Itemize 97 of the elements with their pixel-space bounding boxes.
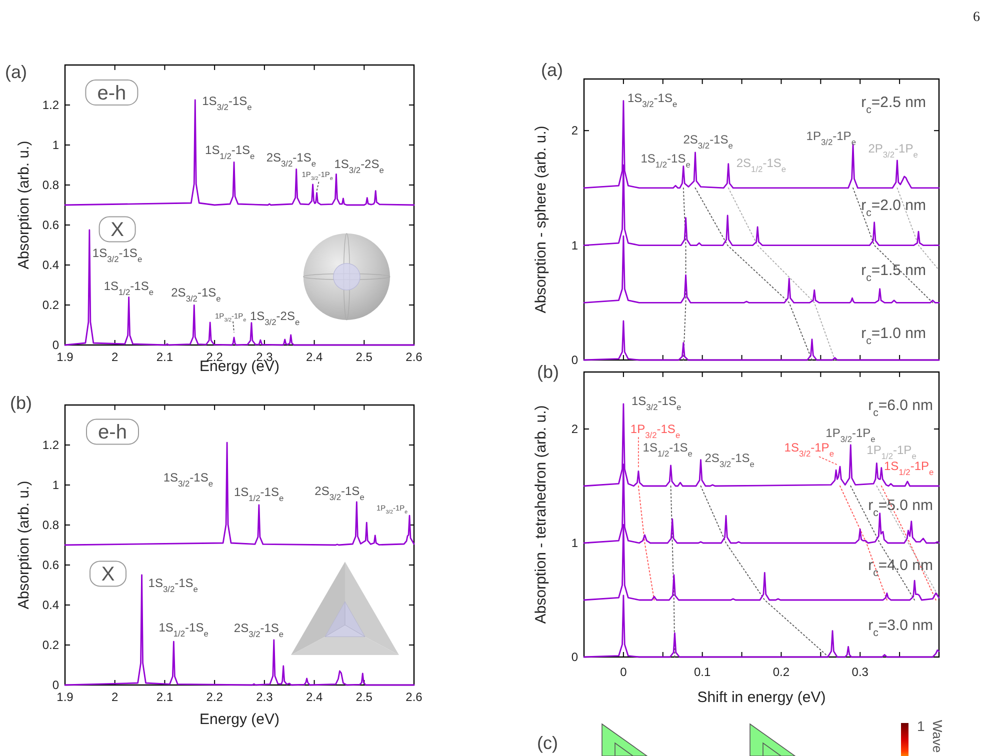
annotation: 2S$_{3/2}$-1S$_{e}$ [266,150,316,169]
y-tick-label: 0 [571,650,578,664]
annotation: 1S$_{1/2}$-1S$_{e}$ [234,485,284,503]
annotation: 1S$_{3/2}$-1S$_{e}$ [92,246,142,264]
x-tick-label: 2.4 [306,350,323,364]
annotation: 1S$_{3/2}$-2S$_{e}$ [334,157,384,176]
chart-title: (a) [5,62,27,82]
annotation: 1P$_{3/2}$-1S$_{e}$ [630,422,680,440]
y-tick-label: 2 [571,124,578,138]
annotation: r$_{c}$=5.0 nm [868,497,933,519]
x-axis-title: Shift in energy (eV) [697,689,826,706]
annotation: 2S$_{1/2}$-1S$_{e}$ [736,156,786,174]
annotation: r$_{c}$=3.0 nm [868,617,933,639]
annotation: 1S$_{3/2}$-1S$_{e}$ [627,90,678,109]
annotation: 2S$_{3/2}$-1S$_{e}$ [314,484,365,502]
annotation: 2S$_{3/2}$-1S$_{e}$ [234,621,284,639]
annotation: 1S$_{1/2}$-1P$_{e}$ [884,458,934,477]
line-series [694,187,812,360]
y-axis-title: Absorption - sphere (arb. u.) [532,126,550,314]
y-tick-label: 0.4 [42,598,60,612]
x-tick-label: 2.6 [406,690,423,704]
annotation: 1S$_{1/2}$-1S$_{e}$ [642,440,693,458]
annotation: 1P$_{3/2}$-1P$_{e}$ [806,128,856,147]
annotation: 1S$_{3/2}$-1S$_{e}$ [163,470,214,489]
chart-title: (b) [10,393,32,413]
x-tick-label: 2.2 [206,690,224,704]
y-tick-label: 1 [52,138,60,152]
y-tick-label: 0 [52,338,60,352]
x-tick-label: 0.1 [694,665,711,679]
line-series [64,442,415,546]
y-axis-title: Absorption (arb. u.) [15,140,32,270]
annotation: r$_{c}$=6.0 nm [868,397,933,419]
annotation: 1P$_{1/2}$-1P$_{e}$ [866,443,917,462]
text: (c) [537,733,558,753]
annotation: r$_{c}$=2.5 nm [861,94,926,116]
annotation: 1S$_{1/2}$-1S$_{e}$ [158,620,209,639]
y-tick-label: 1.2 [42,438,60,452]
x-tick-label: 0.3 [852,665,869,679]
line-series [670,486,676,658]
x-tick-label: 2.5 [356,690,373,704]
x-tick-label: 0 [620,665,628,679]
annotation: r$_{c}$=1.5 nm [861,262,926,284]
y-tick-label: 1.2 [42,98,60,112]
chart-title: (a) [541,60,563,80]
y-tick-label: 0 [52,678,60,692]
annotation: r$_{c}$=2.0 nm [861,197,926,219]
line-series [728,187,836,360]
y-tick-label: 0.6 [42,218,60,232]
x-tick-label: 1.9 [56,350,74,364]
x-tick-label: 2.3 [256,690,274,704]
annotation: 1S$_{1/2}$-1S$_{e}$ [104,279,154,298]
y-tick-label: 0.2 [42,298,60,312]
y-tick-label: 1 [571,238,578,252]
annotation: X [110,219,124,242]
x-tick-label: 2 [112,690,119,704]
annotation: e-h [98,422,127,444]
y-tick-label: 0.8 [42,518,60,532]
chart-title: (b) [537,362,559,382]
annotation: 2S$_{3/2}$-1S$_{e}$ [171,286,222,304]
text: 6 [973,10,980,25]
x-tick-label: 2.1 [156,350,174,364]
y-tick-label: 0.6 [42,558,60,572]
annotation: r$_{c}$=1.0 nm [861,325,926,347]
line-series [700,486,830,658]
line-series [583,320,940,361]
annotation: 1S$_{1/2}$-1S$_{e}$ [205,143,256,162]
y-tick-label: 1 [52,478,60,492]
x-tick-label: 0.2 [772,665,790,679]
x-tick-label: 2.6 [406,350,423,364]
y-tick-label: 1 [571,536,578,550]
y-tick-label: 0.4 [42,258,60,272]
annotation: r$_{c}$=4.0 nm [868,557,933,579]
annotation: e-h [97,82,126,104]
annotation: 2P$_{3/2}$-1P$_{e}$ [868,142,918,160]
x-axis-title: Energy (eV) [199,711,280,728]
x-tick-label: 2 [112,350,119,364]
line-series [682,187,686,360]
x-tick-label: 2.4 [306,690,323,704]
y-tick-label: 0.2 [42,638,60,652]
annotation: 2S$_{3/2}$-1S$_{e}$ [704,450,755,469]
x-tick-label: 2.5 [356,350,373,364]
y-axis-title: Absorption (arb. u.) [15,480,32,610]
y-tick-label: 2 [571,422,578,436]
x-tick-label: 1.9 [56,690,74,704]
annotation: 1S$_{3/2}$-1S$_{e}$ [148,576,198,594]
annotation: 1S$_{3/2}$-1S$_{e}$ [202,94,252,112]
line-series [583,594,940,658]
annotation: 1S$_{3/2}$-1S$_{e}$ [631,394,682,412]
annotation: 1S$_{3/2}$-2S$_{e}$ [250,308,300,327]
text: 1 [917,718,925,734]
color-bar-title: Wave [930,720,945,753]
x-tick-label: 2.1 [156,690,174,704]
annotation: 1S$_{1/2}$-1S$_{e}$ [640,152,691,170]
annotation: 2S$_{3/2}$-1S$_{e}$ [683,132,734,150]
y-axis-title: Absorption - tetrahedron (arb. u.) [532,405,550,624]
y-tick-label: 0.8 [42,178,60,192]
annotation: X [101,564,115,586]
